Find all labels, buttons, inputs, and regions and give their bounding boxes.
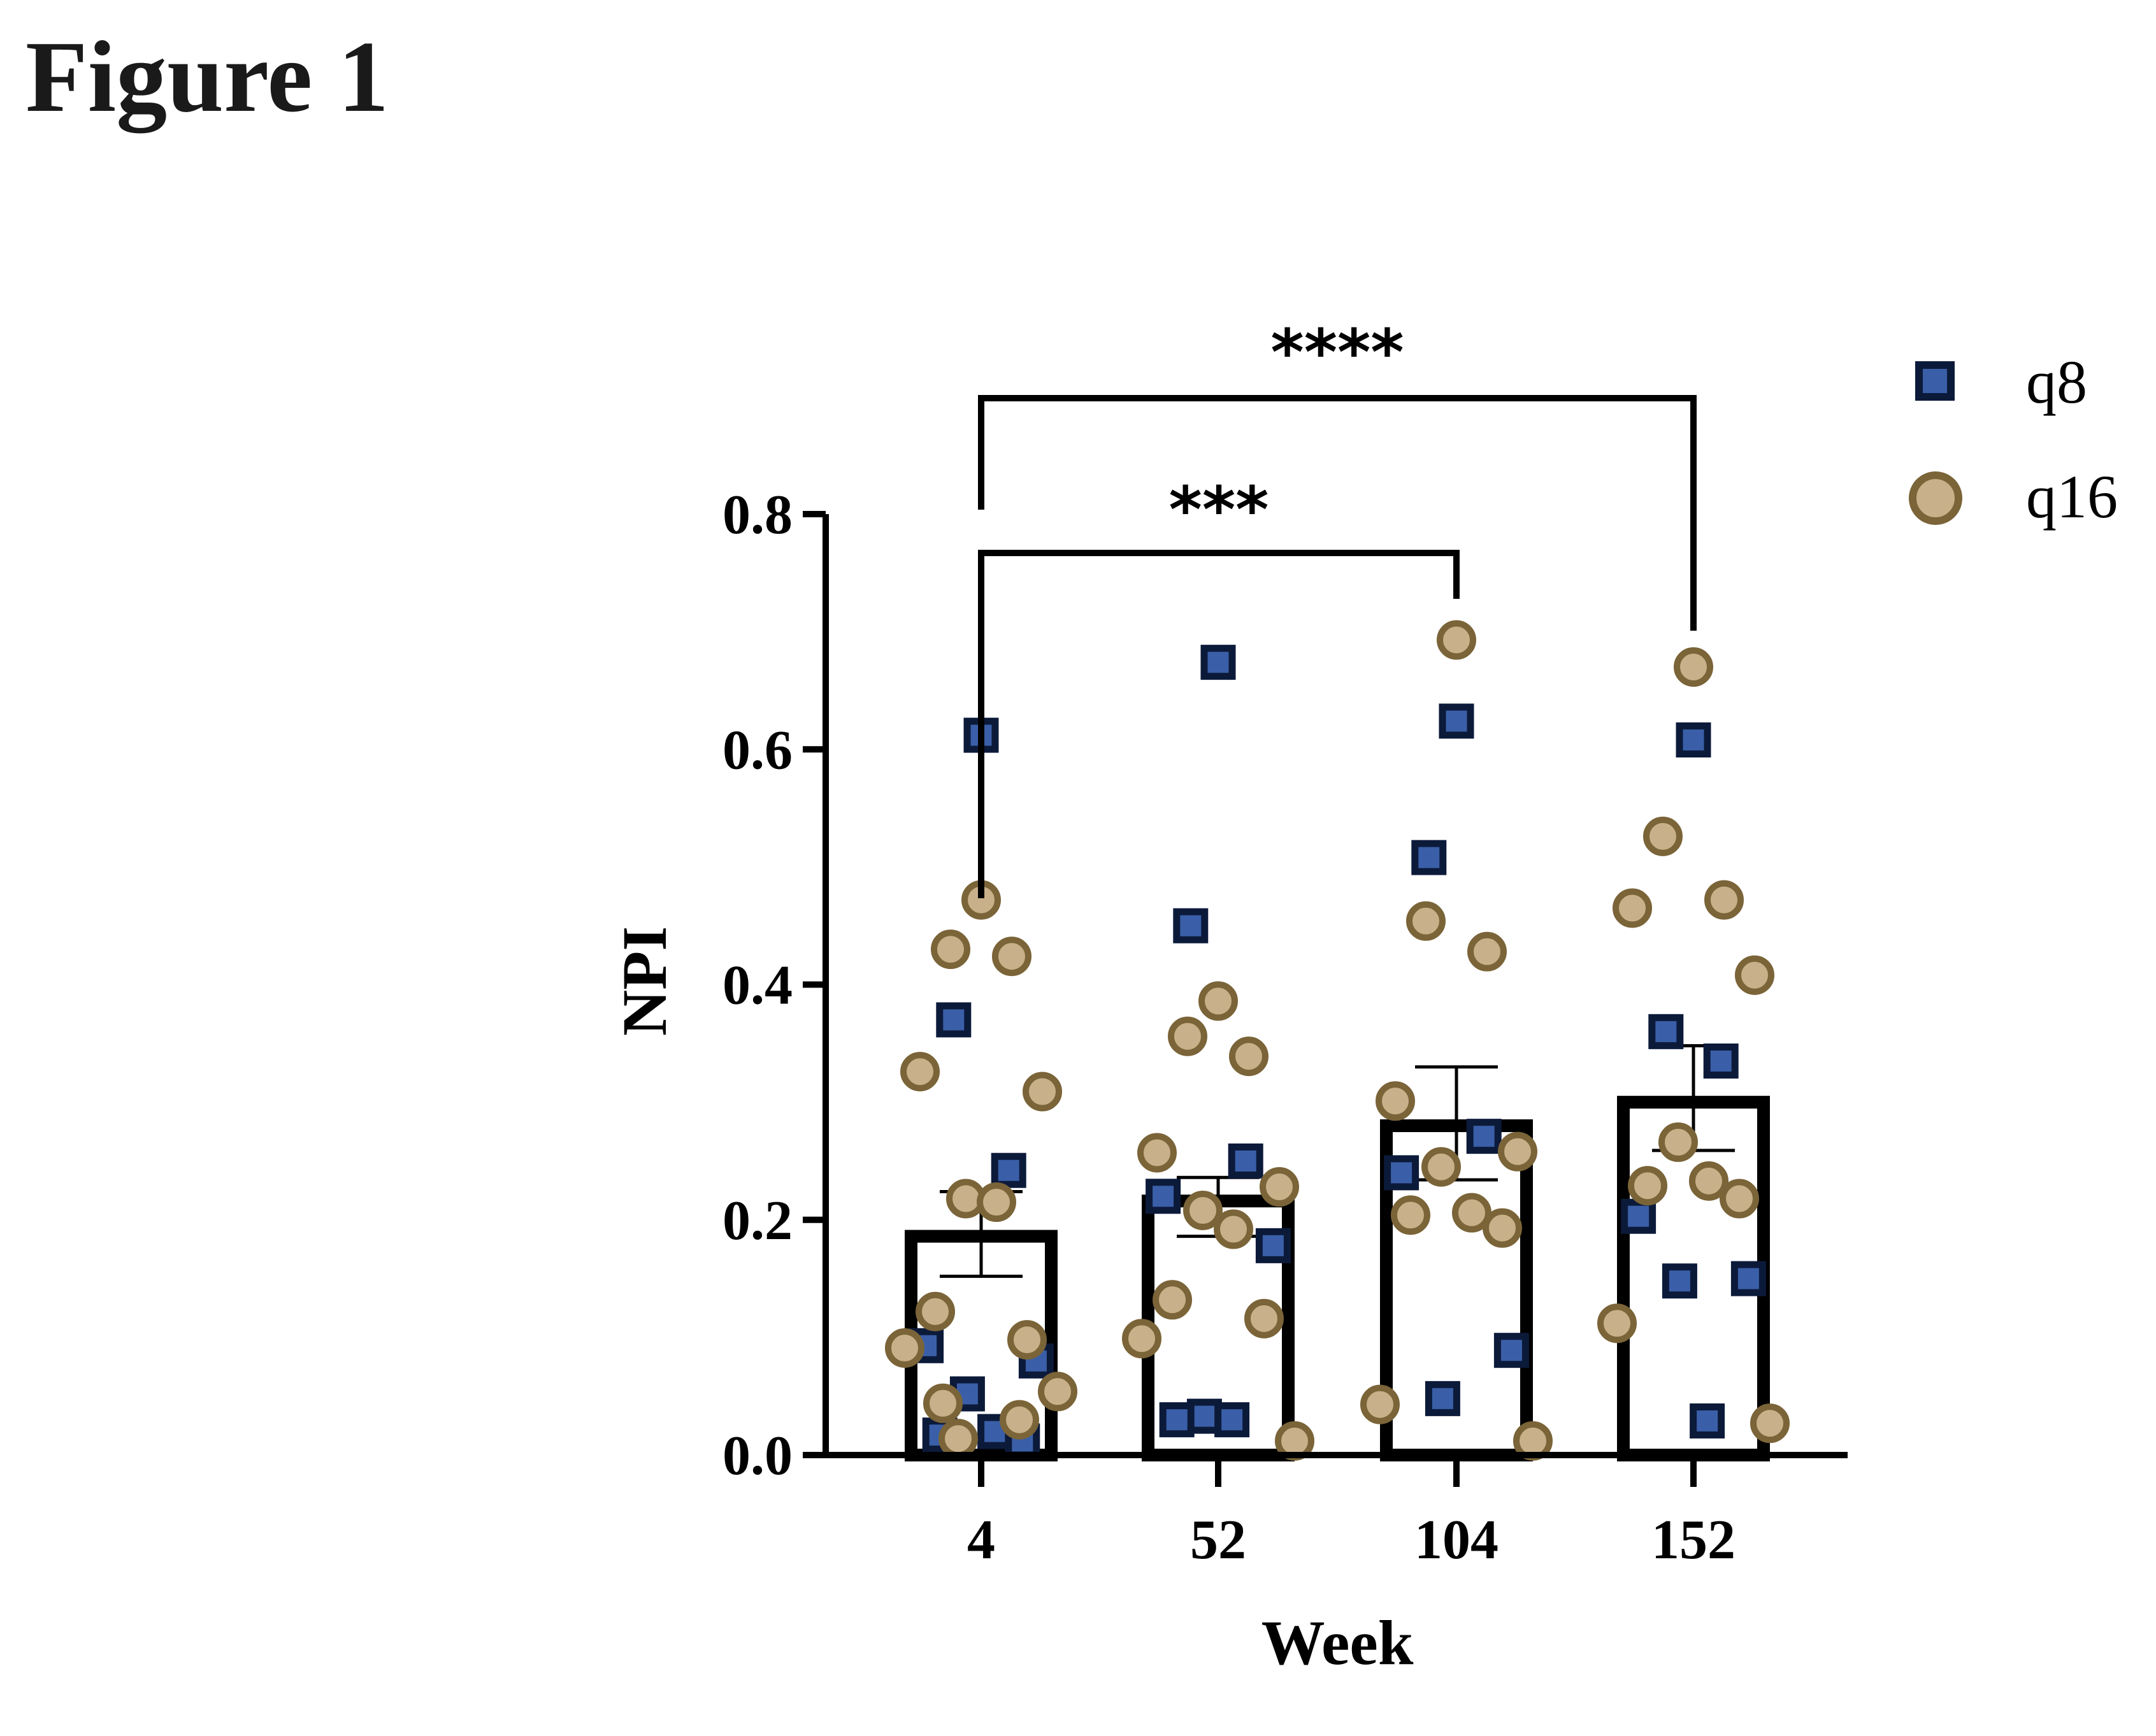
q16-point-week-152 bbox=[1735, 955, 1774, 995]
q8-point-week-152 bbox=[1690, 1403, 1725, 1438]
q16-point-week-4 bbox=[1007, 1320, 1047, 1360]
q16-point-week-52 bbox=[1198, 981, 1238, 1021]
q16-point-week-4 bbox=[931, 929, 970, 970]
q8-point-week-104 bbox=[1384, 1155, 1419, 1191]
x-tick-label: 152 bbox=[1651, 1509, 1736, 1571]
x-axis-title: Week bbox=[1261, 1607, 1414, 1678]
y-tick-label: 0.2 bbox=[722, 1190, 793, 1252]
q8-point-week-152 bbox=[1730, 1261, 1766, 1296]
significance-layer: ******* bbox=[978, 315, 1697, 898]
q16-point-week-104 bbox=[1452, 1193, 1491, 1233]
q16-point-week-152 bbox=[1720, 1179, 1759, 1219]
q16-point-week-152 bbox=[1750, 1403, 1790, 1444]
q16-point-week-152 bbox=[1658, 1122, 1698, 1162]
q16-point-week-104 bbox=[1391, 1195, 1430, 1235]
q16-point-week-104 bbox=[1467, 931, 1507, 972]
q16-point-week-152 bbox=[1674, 647, 1713, 687]
q16-point-week-104 bbox=[1360, 1384, 1400, 1424]
q8-point-week-152 bbox=[1703, 1044, 1739, 1079]
q8-point-week-152 bbox=[1648, 1014, 1684, 1049]
bars-layer bbox=[905, 1096, 1770, 1462]
q16-point-week-152 bbox=[1704, 880, 1744, 920]
legend: q8 q16 bbox=[1909, 348, 2118, 531]
q8-point-week-4 bbox=[991, 1152, 1026, 1188]
q16-point-week-104 bbox=[1421, 1147, 1461, 1187]
q16-point-week-152 bbox=[1628, 1166, 1667, 1206]
q8-point-week-104 bbox=[1466, 1119, 1502, 1154]
q16-point-week-4 bbox=[992, 936, 1031, 977]
legend-q8-label: q8 bbox=[2026, 348, 2087, 416]
q16-point-week-152 bbox=[1613, 888, 1652, 928]
y-tick-label: 0.0 bbox=[722, 1425, 793, 1487]
data-points-layer bbox=[885, 620, 1790, 1461]
x-tick-label: 52 bbox=[1190, 1509, 1246, 1571]
q8-point-week-104 bbox=[1425, 1381, 1460, 1416]
axes-layer: 0.0 0.2 0.4 0.6 0.8 4 52 104 152 Week NPI bbox=[609, 484, 1848, 1678]
x-tick-label: 104 bbox=[1414, 1509, 1498, 1571]
q16-point-week-52 bbox=[1168, 1016, 1207, 1056]
significance-label: *** bbox=[1169, 473, 1269, 547]
y-tick-label: 0.6 bbox=[722, 719, 793, 781]
legend-q8-marker bbox=[1915, 361, 1955, 401]
q16-point-week-104 bbox=[1406, 901, 1446, 941]
y-tick-label: 0.4 bbox=[722, 955, 793, 1017]
q8-point-week-52 bbox=[1228, 1143, 1263, 1179]
q16-point-week-52 bbox=[1244, 1298, 1284, 1338]
significance-label: **** bbox=[1270, 315, 1404, 390]
q16-point-week-104 bbox=[1483, 1208, 1522, 1248]
q16-point-week-52 bbox=[1137, 1133, 1177, 1173]
x-tick-label: 4 bbox=[967, 1509, 995, 1571]
figure-heading: Figure 1 bbox=[25, 20, 389, 133]
y-axis-title: NPI bbox=[609, 926, 680, 1036]
q16-point-week-52 bbox=[1214, 1209, 1253, 1249]
q16-point-week-104 bbox=[1376, 1081, 1415, 1121]
q16-point-week-4 bbox=[1038, 1372, 1077, 1412]
q16-point-week-104 bbox=[1437, 620, 1476, 660]
q8-point-week-52 bbox=[1146, 1179, 1181, 1214]
q8-point-week-152 bbox=[1621, 1198, 1657, 1234]
q16-point-week-4 bbox=[977, 1182, 1016, 1223]
q16-point-week-52 bbox=[1229, 1037, 1268, 1077]
q8-point-week-104 bbox=[1493, 1333, 1529, 1368]
legend-q16-marker bbox=[1909, 471, 1962, 525]
y-tick-label: 0.8 bbox=[722, 484, 793, 546]
q16-point-week-52 bbox=[1153, 1280, 1192, 1320]
q16-point-week-4 bbox=[900, 1052, 940, 1092]
q16-point-week-4 bbox=[938, 1419, 978, 1459]
q8-point-week-152 bbox=[1662, 1263, 1697, 1299]
q8-point-week-104 bbox=[1439, 703, 1474, 739]
q16-point-week-152 bbox=[1689, 1161, 1728, 1201]
q16-point-week-152 bbox=[1643, 816, 1683, 856]
legend-q16-label: q16 bbox=[2026, 463, 2118, 531]
q8-point-week-52 bbox=[1186, 1398, 1222, 1434]
q8-point-week-52 bbox=[1200, 645, 1236, 680]
q8-point-week-52 bbox=[1214, 1402, 1250, 1438]
q16-point-week-152 bbox=[1597, 1303, 1637, 1344]
q16-point-week-4 bbox=[923, 1383, 963, 1423]
significance-bracket bbox=[978, 395, 1697, 631]
significance-bracket bbox=[978, 550, 1460, 898]
q16-point-week-4 bbox=[885, 1328, 924, 1368]
q8-point-week-104 bbox=[1411, 840, 1447, 875]
q8-point-week-52 bbox=[1255, 1228, 1291, 1263]
error-bars-layer bbox=[940, 1044, 1735, 1278]
q8-point-week-4 bbox=[936, 1002, 972, 1038]
q8-point-week-52 bbox=[1159, 1402, 1195, 1438]
q16-point-week-52 bbox=[1260, 1167, 1299, 1207]
q16-point-week-4 bbox=[916, 1291, 955, 1331]
q8-point-week-152 bbox=[1676, 722, 1711, 757]
q16-point-week-52 bbox=[1122, 1319, 1161, 1359]
q8-point-week-52 bbox=[1173, 908, 1209, 943]
q16-point-week-4 bbox=[1000, 1400, 1039, 1440]
q16-point-week-52 bbox=[1183, 1190, 1223, 1230]
q16-point-week-4 bbox=[1023, 1072, 1062, 1112]
q16-point-week-104 bbox=[1498, 1131, 1537, 1172]
